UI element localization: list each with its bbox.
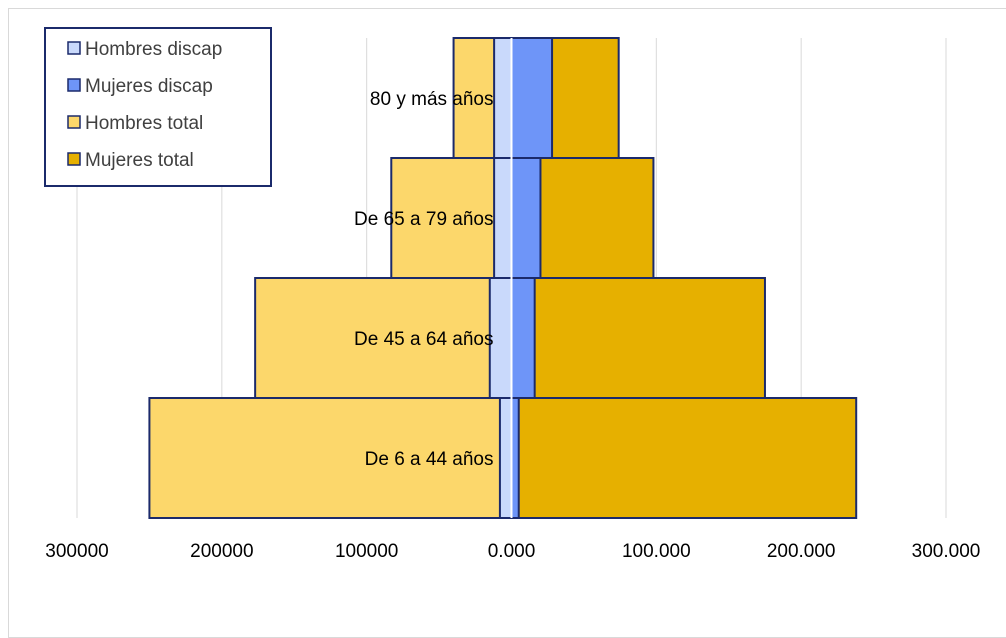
bar-mujeres-discap	[510, 37, 554, 159]
category-labels: De 6 a 44 años De 45 a 64 años De 65 a 79 …	[354, 89, 493, 470]
legend-swatch	[67, 115, 81, 129]
bar-hombres-discap	[498, 397, 513, 519]
x-tick-label: 200.000	[767, 541, 836, 562]
bars	[148, 37, 858, 519]
category-label: De 65 a 79 años	[354, 209, 493, 230]
bar-hombres-discap	[493, 37, 513, 159]
legend-label: Hombres discap	[85, 39, 222, 60]
bar-mujeres-total	[510, 397, 858, 519]
bar-mujeres-discap	[510, 397, 520, 519]
bar-hombres-total	[148, 397, 513, 519]
bar-hombres-total	[390, 157, 513, 279]
legend: Hombres discap Mujeres discap Hombres tota…	[44, 27, 272, 187]
x-axis-tick-labels: 300000 200000 100000 0.000 100.000 200.000 300…	[45, 541, 980, 562]
bar-hombres-total	[254, 277, 513, 399]
legend-label: Mujeres total	[85, 150, 194, 171]
bar-hombres-discap	[493, 157, 513, 279]
legend-label: Mujeres discap	[85, 76, 213, 97]
x-tick-label: 100000	[335, 541, 398, 562]
category-label: De 6 a 44 años	[365, 449, 494, 470]
bar-mujeres-discap	[510, 277, 536, 399]
x-tick-label: 300.000	[912, 541, 981, 562]
legend-swatch	[67, 41, 81, 55]
x-tick-label: 200000	[190, 541, 253, 562]
category-label: 80 y más años	[370, 89, 494, 110]
legend-box	[44, 27, 272, 187]
bar-mujeres-total	[510, 277, 766, 399]
x-tick-label: 300000	[45, 541, 108, 562]
legend-label: Hombres total	[85, 113, 203, 134]
legend-swatch	[67, 152, 81, 166]
category-label: De 45 a 64 años	[354, 329, 493, 350]
bar-mujeres-discap	[510, 157, 542, 279]
legend-swatch	[67, 78, 81, 92]
x-tick-label: 100.000	[622, 541, 691, 562]
x-tick-label: 0.000	[488, 541, 536, 562]
